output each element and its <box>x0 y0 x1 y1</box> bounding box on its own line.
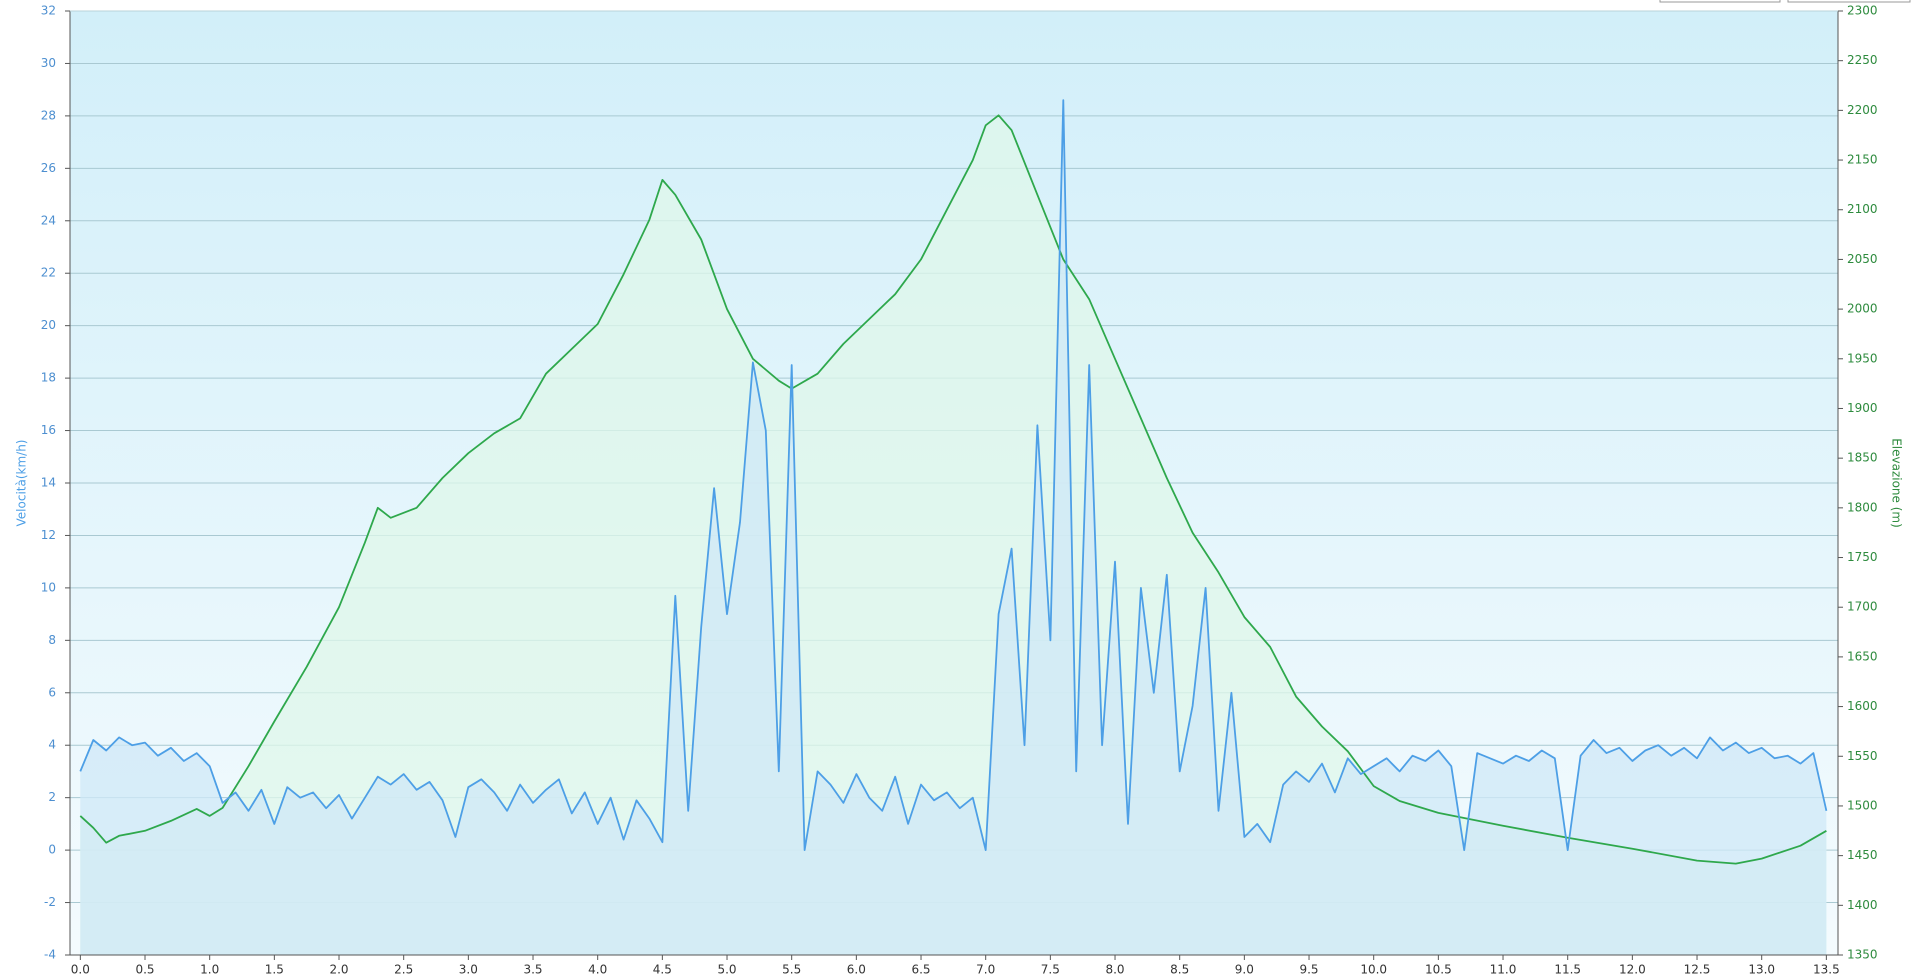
y-tick-label: 2 <box>48 790 56 804</box>
y-tick-label: 16 <box>41 423 56 437</box>
y-tick-label: -4 <box>44 948 56 962</box>
x-tick-label: 11.5 <box>1554 963 1581 977</box>
x-tick-label: 13.5 <box>1813 963 1840 977</box>
y-tick-label: 6 <box>48 685 56 699</box>
y2-tick-label: 1750 <box>1847 550 1878 564</box>
x-tick-label: 0.5 <box>135 963 154 977</box>
y2-tick-label: 1650 <box>1847 649 1878 663</box>
line <box>79 99 1828 851</box>
line <box>79 114 1827 865</box>
x-tick-label: 2.0 <box>329 963 348 977</box>
x-tick-label: 10.0 <box>1360 963 1387 977</box>
y2-tick-label: 2150 <box>1847 153 1878 167</box>
x-tick-label: 2.5 <box>394 963 413 977</box>
y2-tick-label: 1800 <box>1847 500 1878 514</box>
y-tick-label: 30 <box>41 56 56 70</box>
x-tick-label: 0.0 <box>71 963 90 977</box>
y-tick-label: 20 <box>41 318 56 332</box>
y2-tick-label: 1950 <box>1847 351 1878 365</box>
x-tick-label: 1.0 <box>200 963 219 977</box>
x-tick-label: 8.5 <box>1170 963 1189 977</box>
y2-tick-label: 1700 <box>1847 600 1878 614</box>
y2-tick-label: 1600 <box>1847 699 1878 713</box>
y2-tick-label: 1500 <box>1847 798 1878 812</box>
y2-axis-title: Elevazione (m) <box>1890 438 1904 528</box>
y2-tick-label: 1550 <box>1847 749 1878 763</box>
y-tick-label: -2 <box>44 895 56 909</box>
y-tick-label: 14 <box>41 476 56 490</box>
y-tick-label: 4 <box>48 738 56 752</box>
y2-tick-label: 2000 <box>1847 302 1878 316</box>
y2-tick-label: 2050 <box>1847 252 1878 266</box>
area <box>80 100 1827 955</box>
y2-tick-label: 1400 <box>1847 898 1878 912</box>
axes: -4-2024681012141618202224262830321350140… <box>41 4 1878 977</box>
x-tick-label: 7.5 <box>1041 963 1060 977</box>
y2-tick-label: 2300 <box>1847 4 1878 18</box>
x-tick-label: 6.5 <box>911 963 930 977</box>
y-tick-label: 24 <box>41 213 56 227</box>
y-axis-title: Velocità(km/h) <box>15 440 29 527</box>
x-tick-label: 7.0 <box>976 963 995 977</box>
x-tick-label: 9.0 <box>1235 963 1254 977</box>
x-tick-label: 12.5 <box>1684 963 1711 977</box>
y2-tick-label: 1850 <box>1847 451 1878 465</box>
area <box>80 115 1827 956</box>
x-tick-label: 5.5 <box>782 963 801 977</box>
y-tick-label: 8 <box>48 633 56 647</box>
x-tick-label: 10.5 <box>1425 963 1452 977</box>
y-tick-label: 28 <box>41 108 56 122</box>
y-tick-label: 12 <box>41 528 56 542</box>
y-tick-label: 32 <box>41 4 56 18</box>
y2-tick-label: 1900 <box>1847 401 1878 415</box>
y2-tick-label: 1350 <box>1847 948 1878 962</box>
x-tick-label: 4.0 <box>588 963 607 977</box>
x-tick-label: 13.0 <box>1748 963 1775 977</box>
y2-tick-label: 2250 <box>1847 53 1878 67</box>
x-tick-label: 5.0 <box>717 963 736 977</box>
x-tick-label: 3.0 <box>459 963 478 977</box>
y-tick-label: 26 <box>41 161 56 175</box>
button[interactable] <box>1787 0 1911 3</box>
button[interactable] <box>1659 0 1781 3</box>
y2-tick-label: 2200 <box>1847 103 1878 117</box>
y2-tick-label: 2100 <box>1847 202 1878 216</box>
x-tick-label: 9.5 <box>1299 963 1318 977</box>
y-tick-label: 10 <box>41 580 56 594</box>
y-tick-label: 18 <box>41 371 56 385</box>
marks <box>79 99 1828 956</box>
x-tick-label: 3.5 <box>523 963 542 977</box>
y-tick-label: 0 <box>48 843 56 857</box>
x-tick-label: 12.0 <box>1619 963 1646 977</box>
y-tick-label: 22 <box>41 266 56 280</box>
x-tick-label: 8.0 <box>1105 963 1124 977</box>
x-tick-label: 4.5 <box>653 963 672 977</box>
x-tick-label: 1.5 <box>265 963 284 977</box>
x-tick-label: 6.0 <box>847 963 866 977</box>
y2-tick-label: 1450 <box>1847 848 1878 862</box>
x-tick-label: 11.0 <box>1490 963 1517 977</box>
